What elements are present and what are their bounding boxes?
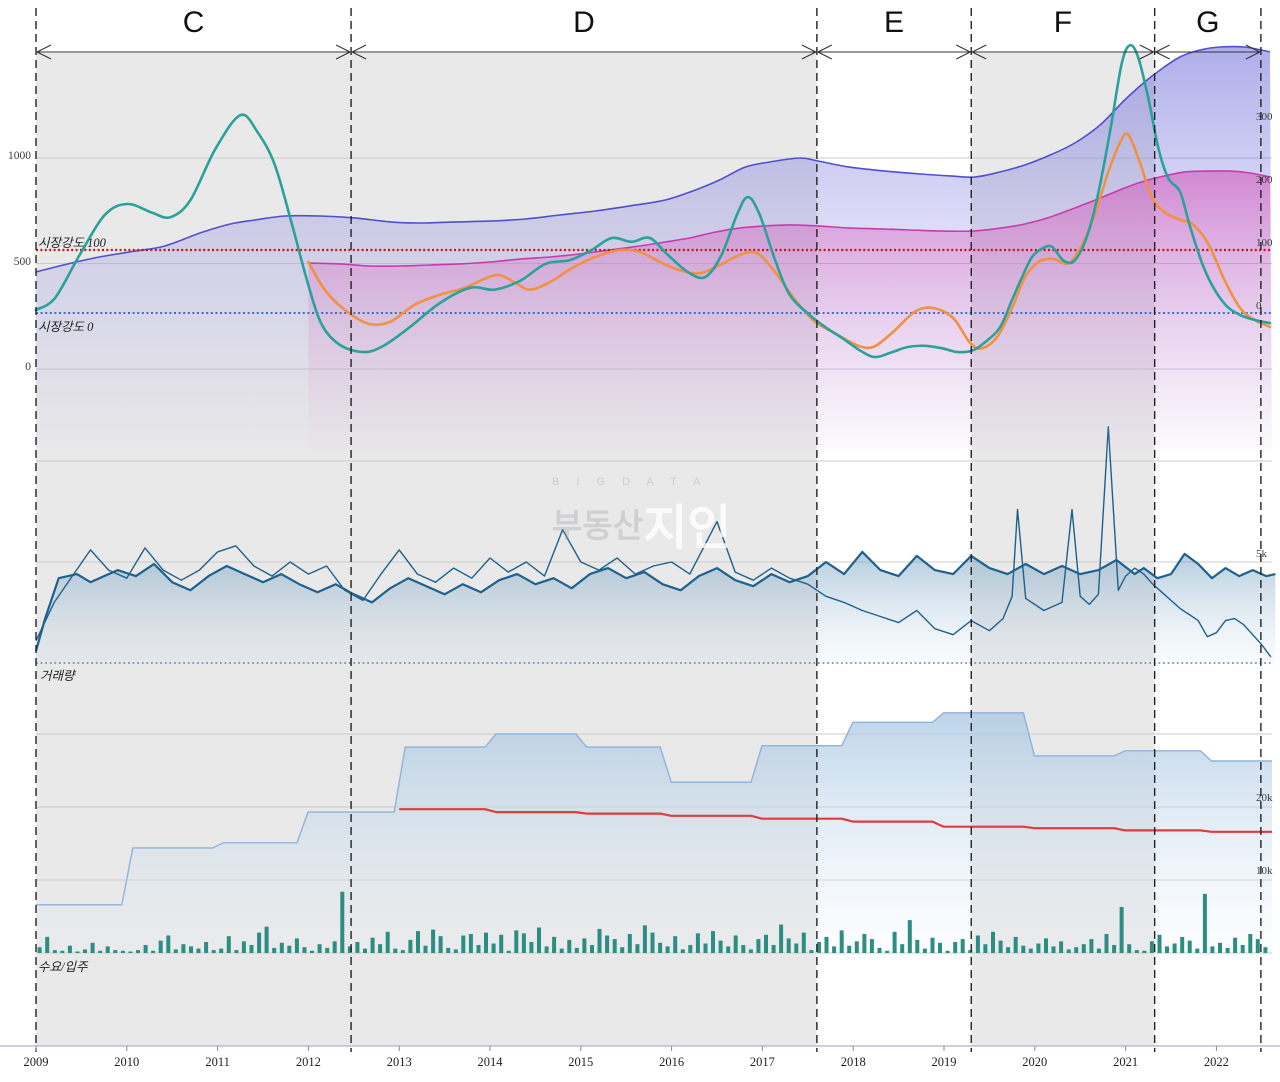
chart-graphics [0,8,1280,1052]
market-analytics-chart: 시장강도 100 시장강도 0 거래량 수요/입주 B I G D A T A … [0,6,1280,1069]
